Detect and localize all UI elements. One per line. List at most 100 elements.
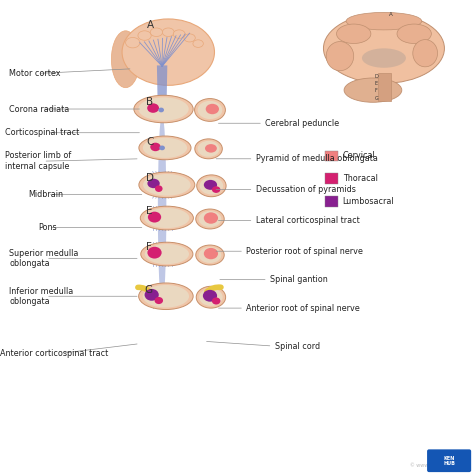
Ellipse shape <box>139 172 195 198</box>
Ellipse shape <box>205 144 217 153</box>
Ellipse shape <box>206 104 219 114</box>
Ellipse shape <box>198 101 222 119</box>
Ellipse shape <box>346 12 422 30</box>
Ellipse shape <box>196 209 224 229</box>
Bar <box>325 173 338 184</box>
Ellipse shape <box>194 99 226 121</box>
Ellipse shape <box>145 289 159 301</box>
Ellipse shape <box>145 244 189 264</box>
Text: D: D <box>146 173 154 183</box>
Ellipse shape <box>159 146 165 150</box>
Text: Spinal gantion: Spinal gantion <box>270 275 328 284</box>
Ellipse shape <box>337 24 371 44</box>
Ellipse shape <box>150 28 163 36</box>
Ellipse shape <box>158 114 166 306</box>
Ellipse shape <box>323 13 445 83</box>
Ellipse shape <box>199 211 221 227</box>
Ellipse shape <box>204 212 218 224</box>
Ellipse shape <box>212 298 220 305</box>
Polygon shape <box>157 65 167 114</box>
Ellipse shape <box>138 31 151 40</box>
Ellipse shape <box>199 247 221 263</box>
Ellipse shape <box>397 24 431 44</box>
Ellipse shape <box>173 30 185 38</box>
Ellipse shape <box>122 19 214 85</box>
FancyBboxPatch shape <box>427 449 471 472</box>
Ellipse shape <box>184 34 195 42</box>
Text: Midbrain: Midbrain <box>28 190 64 199</box>
Text: Cerebral peduncle: Cerebral peduncle <box>265 119 339 128</box>
Text: Corona radiata: Corona radiata <box>9 105 70 113</box>
Text: Posterior root of spinal nerve: Posterior root of spinal nerve <box>246 247 364 255</box>
Ellipse shape <box>140 206 193 230</box>
Ellipse shape <box>139 136 191 160</box>
Ellipse shape <box>204 180 217 190</box>
Text: Spinal cord: Spinal cord <box>275 342 320 350</box>
Ellipse shape <box>326 42 354 71</box>
Ellipse shape <box>150 143 161 151</box>
Polygon shape <box>378 73 391 101</box>
Text: Anterior corticospinal tract: Anterior corticospinal tract <box>0 349 108 357</box>
Text: Posterior limb of
internal capsule: Posterior limb of internal capsule <box>5 152 71 171</box>
Ellipse shape <box>198 141 219 157</box>
Text: Pons: Pons <box>38 223 56 232</box>
Ellipse shape <box>147 103 159 113</box>
Ellipse shape <box>196 245 224 265</box>
Text: KEN
HUB: KEN HUB <box>443 456 455 466</box>
Text: © www.kenhub.com: © www.kenhub.com <box>410 463 460 468</box>
Ellipse shape <box>143 285 189 308</box>
Ellipse shape <box>138 97 189 121</box>
Ellipse shape <box>158 108 164 112</box>
Ellipse shape <box>197 175 226 197</box>
Text: E: E <box>146 206 153 216</box>
Ellipse shape <box>200 177 223 194</box>
Text: G: G <box>374 96 378 101</box>
Text: F: F <box>146 242 152 252</box>
Text: Motor cortex: Motor cortex <box>9 69 61 78</box>
Ellipse shape <box>143 138 187 158</box>
Ellipse shape <box>203 290 217 302</box>
Ellipse shape <box>147 179 160 188</box>
Bar <box>325 196 338 207</box>
Text: E: E <box>374 81 377 86</box>
Text: C: C <box>146 137 154 146</box>
Text: Cervical: Cervical <box>343 152 375 160</box>
Text: A: A <box>390 12 393 17</box>
Text: Lateral corticospinal tract: Lateral corticospinal tract <box>256 216 360 225</box>
Text: Inferior medulla
oblongata: Inferior medulla oblongata <box>9 287 74 306</box>
Text: Pyramid of medulla oblongata: Pyramid of medulla oblongata <box>256 155 378 163</box>
Text: F: F <box>374 88 377 93</box>
Text: D: D <box>374 74 378 80</box>
Ellipse shape <box>162 28 174 36</box>
Ellipse shape <box>195 139 222 159</box>
Text: G: G <box>145 285 153 295</box>
Ellipse shape <box>144 208 190 228</box>
Ellipse shape <box>204 248 218 259</box>
Ellipse shape <box>148 211 161 223</box>
Ellipse shape <box>147 246 162 259</box>
Text: Superior medulla
oblongata: Superior medulla oblongata <box>9 249 79 268</box>
Ellipse shape <box>362 48 406 68</box>
Ellipse shape <box>212 186 220 193</box>
Ellipse shape <box>193 40 203 47</box>
Text: B: B <box>146 97 153 107</box>
Ellipse shape <box>111 31 140 88</box>
Ellipse shape <box>155 185 163 192</box>
Text: A: A <box>147 20 154 30</box>
Text: Decussation of pyramids: Decussation of pyramids <box>256 185 356 194</box>
Ellipse shape <box>141 242 193 266</box>
Text: Lumbosacral: Lumbosacral <box>343 197 394 206</box>
Ellipse shape <box>138 283 193 310</box>
Ellipse shape <box>155 297 163 304</box>
Text: Corticospinal tract: Corticospinal tract <box>5 128 79 137</box>
Ellipse shape <box>344 78 402 102</box>
Ellipse shape <box>126 37 140 48</box>
Ellipse shape <box>199 289 223 306</box>
Text: Thoracal: Thoracal <box>343 174 378 183</box>
Ellipse shape <box>134 95 193 123</box>
Ellipse shape <box>143 174 191 196</box>
Ellipse shape <box>413 40 438 67</box>
Text: Anterior root of spinal nerve: Anterior root of spinal nerve <box>246 304 360 312</box>
Ellipse shape <box>196 286 226 308</box>
Bar <box>325 151 338 161</box>
